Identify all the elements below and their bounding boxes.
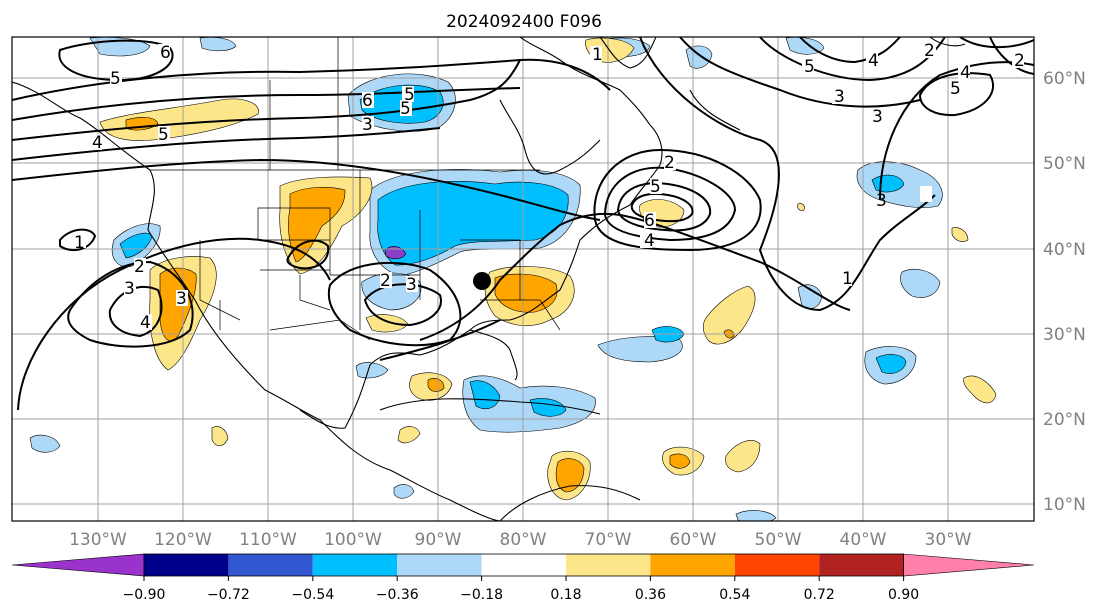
- contour-label: 3: [176, 289, 187, 309]
- lon-label: 40°W: [840, 530, 887, 550]
- map-panel: 6 5 5 5 4 6 5 3 3 1 3: [11, 36, 1035, 522]
- colorbar-tick-label: −0.54: [291, 587, 334, 603]
- colorbar-tick-label: −0.36: [376, 587, 419, 603]
- contour-label: 5: [804, 57, 815, 77]
- colorbar-segment: [650, 554, 735, 576]
- colorbar-segment: [566, 554, 651, 576]
- political-borders: [150, 37, 561, 341]
- colorbar-tick-label: 0.18: [550, 587, 581, 603]
- colorbar-tick-label: 0.90: [888, 587, 919, 603]
- lat-label: 60°N: [1043, 69, 1086, 89]
- map-title: 2024092400 F096: [446, 12, 602, 32]
- colorbar-segment: [397, 554, 482, 576]
- lon-label: 60°W: [670, 530, 717, 550]
- contour-label: 3: [124, 279, 135, 299]
- contour-label: 6: [160, 43, 171, 63]
- contour-label: 4: [92, 133, 103, 153]
- contour-label: 2: [380, 271, 391, 291]
- contour-label: 5: [158, 125, 169, 145]
- contour-label: 5: [950, 79, 961, 99]
- contour-label: 4: [960, 63, 971, 83]
- contour-label: 2: [664, 153, 675, 173]
- contour-label: 1: [842, 269, 853, 289]
- colorbar-tick-label: −0.90: [123, 587, 166, 603]
- contour-label: 2: [1014, 51, 1025, 71]
- location-marker: [473, 272, 491, 290]
- longitude-labels: 130°W 120°W 110°W 100°W 90°W 80°W 70°W 6…: [69, 530, 972, 550]
- contour-labels: 6 5 5 5 4 6 5 3 3 1 3: [74, 41, 1025, 333]
- lon-label: 120°W: [154, 530, 212, 550]
- lon-label: 50°W: [755, 530, 802, 550]
- contour-label: 1: [592, 45, 603, 65]
- contour-label: 3: [872, 107, 883, 127]
- contour-label: 5: [400, 99, 411, 119]
- colorbar-segment: [144, 554, 229, 576]
- lon-label: 90°W: [415, 530, 462, 550]
- lon-label: 110°W: [239, 530, 297, 550]
- colorbar-min-extend: [11, 553, 145, 577]
- lat-label: 50°N: [1043, 154, 1086, 174]
- lon-label: 80°W: [500, 530, 547, 550]
- colorbar-segment: [734, 554, 820, 576]
- contour-label: 5: [404, 85, 415, 105]
- colorbar-tick-label: −0.18: [460, 587, 503, 603]
- contour-label: 4: [868, 51, 879, 71]
- colorbar: −0.90 −0.72 −0.54 −0.36 −0.18 0.18 0.36 …: [11, 553, 1035, 603]
- contour-label: 1: [74, 233, 85, 253]
- colorbar-tick-label: −0.72: [207, 587, 250, 603]
- contour-label: 3: [834, 87, 845, 107]
- lon-label: 100°W: [324, 530, 382, 550]
- colorbar-segment: [228, 554, 313, 576]
- lon-label: 70°W: [585, 530, 632, 550]
- contour-label: 3: [406, 275, 417, 295]
- contour-label: 3: [362, 115, 373, 135]
- contour-label: 4: [140, 313, 151, 333]
- colorbar-segment: [481, 554, 566, 576]
- lat-label: 20°N: [1043, 410, 1086, 430]
- colorbar-tick-label: 0.54: [719, 587, 750, 603]
- contour-label: 6: [644, 211, 655, 231]
- colorbar-tick-label: 0.72: [804, 587, 835, 603]
- lon-label: 130°W: [69, 530, 127, 550]
- colorbar-tick-label: 0.36: [635, 587, 666, 603]
- lon-label: 30°W: [925, 530, 972, 550]
- colorbar-segment: [312, 554, 398, 576]
- contour-label: 4: [644, 231, 655, 251]
- contour-label: 5: [110, 69, 121, 89]
- contour-label: 6: [362, 91, 373, 111]
- contour-label: 2: [134, 257, 145, 277]
- colorbar-segment: [819, 554, 904, 576]
- lat-label: 10°N: [1043, 495, 1086, 515]
- latitude-labels: 60°N 50°N 40°N 30°N 20°N 10°N: [1043, 69, 1086, 515]
- contour-label: 3: [876, 191, 887, 211]
- colorbar-max-extend: [903, 553, 1035, 577]
- coastlines: [12, 37, 966, 521]
- contour-label: 2: [924, 41, 935, 61]
- lat-label: 30°N: [1043, 325, 1086, 345]
- contour-label: 5: [650, 177, 661, 197]
- lat-label: 40°N: [1043, 240, 1086, 260]
